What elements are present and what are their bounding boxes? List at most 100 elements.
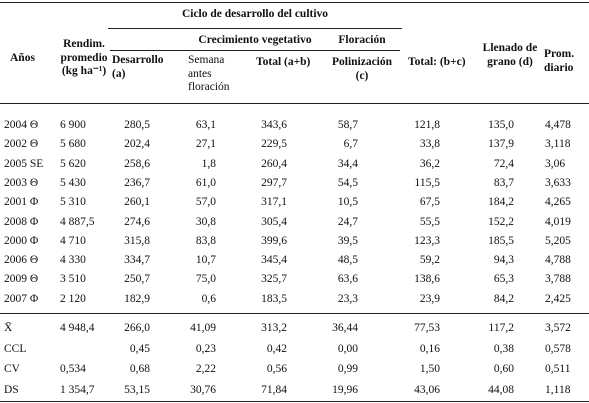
table-cell: 3,572 [545,322,571,334]
table-cell: 30,76 [190,384,216,397]
group-header: Crecimiento vegetativo [198,34,312,46]
table-cell: 2,425 [545,292,571,305]
table-cell: 0,16 [419,342,440,355]
table-cell: 10,5 [337,196,358,209]
table-cell: 313,2 [261,322,287,334]
table-cell: 0,578 [545,342,571,355]
table-cell: 2009 Θ [4,273,39,286]
column-header: Total: (b+c) [408,56,466,68]
table-cell: 2000 Φ [4,234,39,247]
table-cell: 1,8 [201,157,216,170]
table-cell: 67,5 [419,196,440,209]
table-cell: 5 620 [60,157,86,170]
table-cell: 61,0 [195,176,216,189]
table-cell: 3,788 [545,273,571,286]
table-cell: 6 900 [60,119,86,131]
table-cell: 315,8 [124,234,150,247]
table-cell: 5 430 [60,176,86,189]
table-cell: 202,4 [124,138,150,151]
table-cell: 57,0 [195,196,216,209]
column-header: Desarrollo (a) [112,54,164,80]
column-header: Prom. diario [544,48,575,74]
table-cell: 63,6 [337,273,358,286]
table-cell: 3,118 [545,138,571,151]
table-cell: 5 310 [60,196,86,209]
table-cell: 152,2 [488,215,514,228]
rule [110,50,400,51]
table-cell: 2006 Θ [4,254,39,267]
table-cell: 334,7 [124,254,150,267]
table-cell: 1 354,7 [60,384,95,397]
table-cell: 0,99 [337,363,358,376]
table-cell: 94,3 [493,254,514,267]
table-cell: 30,8 [195,215,216,228]
table-cell: 4 948,4 [60,322,95,334]
table-cell: 185,5 [488,234,514,247]
table-cell: 0,42 [266,342,287,355]
table-cell: 137,9 [488,138,514,151]
column-header: Semana antes floración [188,54,230,93]
table-cell: 34,4 [337,157,358,170]
table-cell: 0,38 [493,342,514,355]
table-cell: 325,7 [261,273,287,286]
table-cell: 65,3 [493,273,514,286]
table-cell: 83,7 [493,176,514,189]
table-cell: 58,7 [337,119,358,131]
rule [0,2,589,3]
table-cell: 2 120 [60,292,86,305]
table-cell: 1,50 [419,363,440,376]
table-cell: 54,5 [337,176,358,189]
table-cell: 27,1 [195,138,216,151]
table-cell: 121,8 [414,119,440,131]
table-cell: 24,7 [337,215,358,228]
table-cell: X̄ [4,322,13,334]
table-cell: 33,8 [419,138,440,151]
table-cell: 3,633 [545,176,571,189]
table-cell: 36,2 [419,157,440,170]
column-header: Llenado de grano (d) [482,42,538,68]
table-cell: 4 887,5 [60,215,95,228]
table-cell: 39,5 [337,234,358,247]
table-cell: 0,45 [129,342,150,355]
table-cell: 266,0 [124,322,150,334]
rule [0,313,589,314]
table-cell: 3,06 [545,157,566,170]
table-cell: 2001 Φ [4,196,39,209]
group-header: Floración [338,34,386,46]
table-cell: 36,44 [332,322,358,334]
table-cell: 10,7 [195,254,216,267]
table-cell: 53,15 [124,384,150,397]
rule [0,401,589,402]
column-header: Años [10,52,35,64]
table-cell: 75,0 [195,273,216,286]
table-cell: DS [4,384,19,397]
table-cell: 41,09 [190,322,216,334]
table-cell: 0,23 [195,342,216,355]
table-cell: 0,534 [60,363,86,376]
table-cell: 258,6 [124,157,150,170]
table-cell: 135,0 [488,119,514,131]
table-cell: 55,5 [419,215,440,228]
column-header: Total (a+b) [256,56,311,68]
table-cell: 182,9 [124,292,150,305]
table-cell: 4,478 [545,119,571,131]
rule [108,28,402,29]
table-cell: 84,2 [493,292,514,305]
table-cell: 0,60 [493,363,514,376]
table-cell: 2003 Θ [4,176,39,189]
table-cell: 260,4 [261,157,287,170]
table-cell: 83,8 [195,234,216,247]
table-cell: 117,2 [488,322,514,334]
table-cell: 1,118 [545,384,571,397]
table-cell: 23,3 [337,292,358,305]
table-cell: 229,5 [261,138,287,151]
rule [0,103,589,104]
table-cell: CV [4,363,20,376]
table-cell: 138,6 [414,273,440,286]
table-cell: 2002 Θ [4,138,39,151]
table-cell: 260,1 [124,196,150,209]
table-cell: 3 510 [60,273,86,286]
table-cell: 48,5 [337,254,358,267]
table-cell: 123,3 [414,234,440,247]
